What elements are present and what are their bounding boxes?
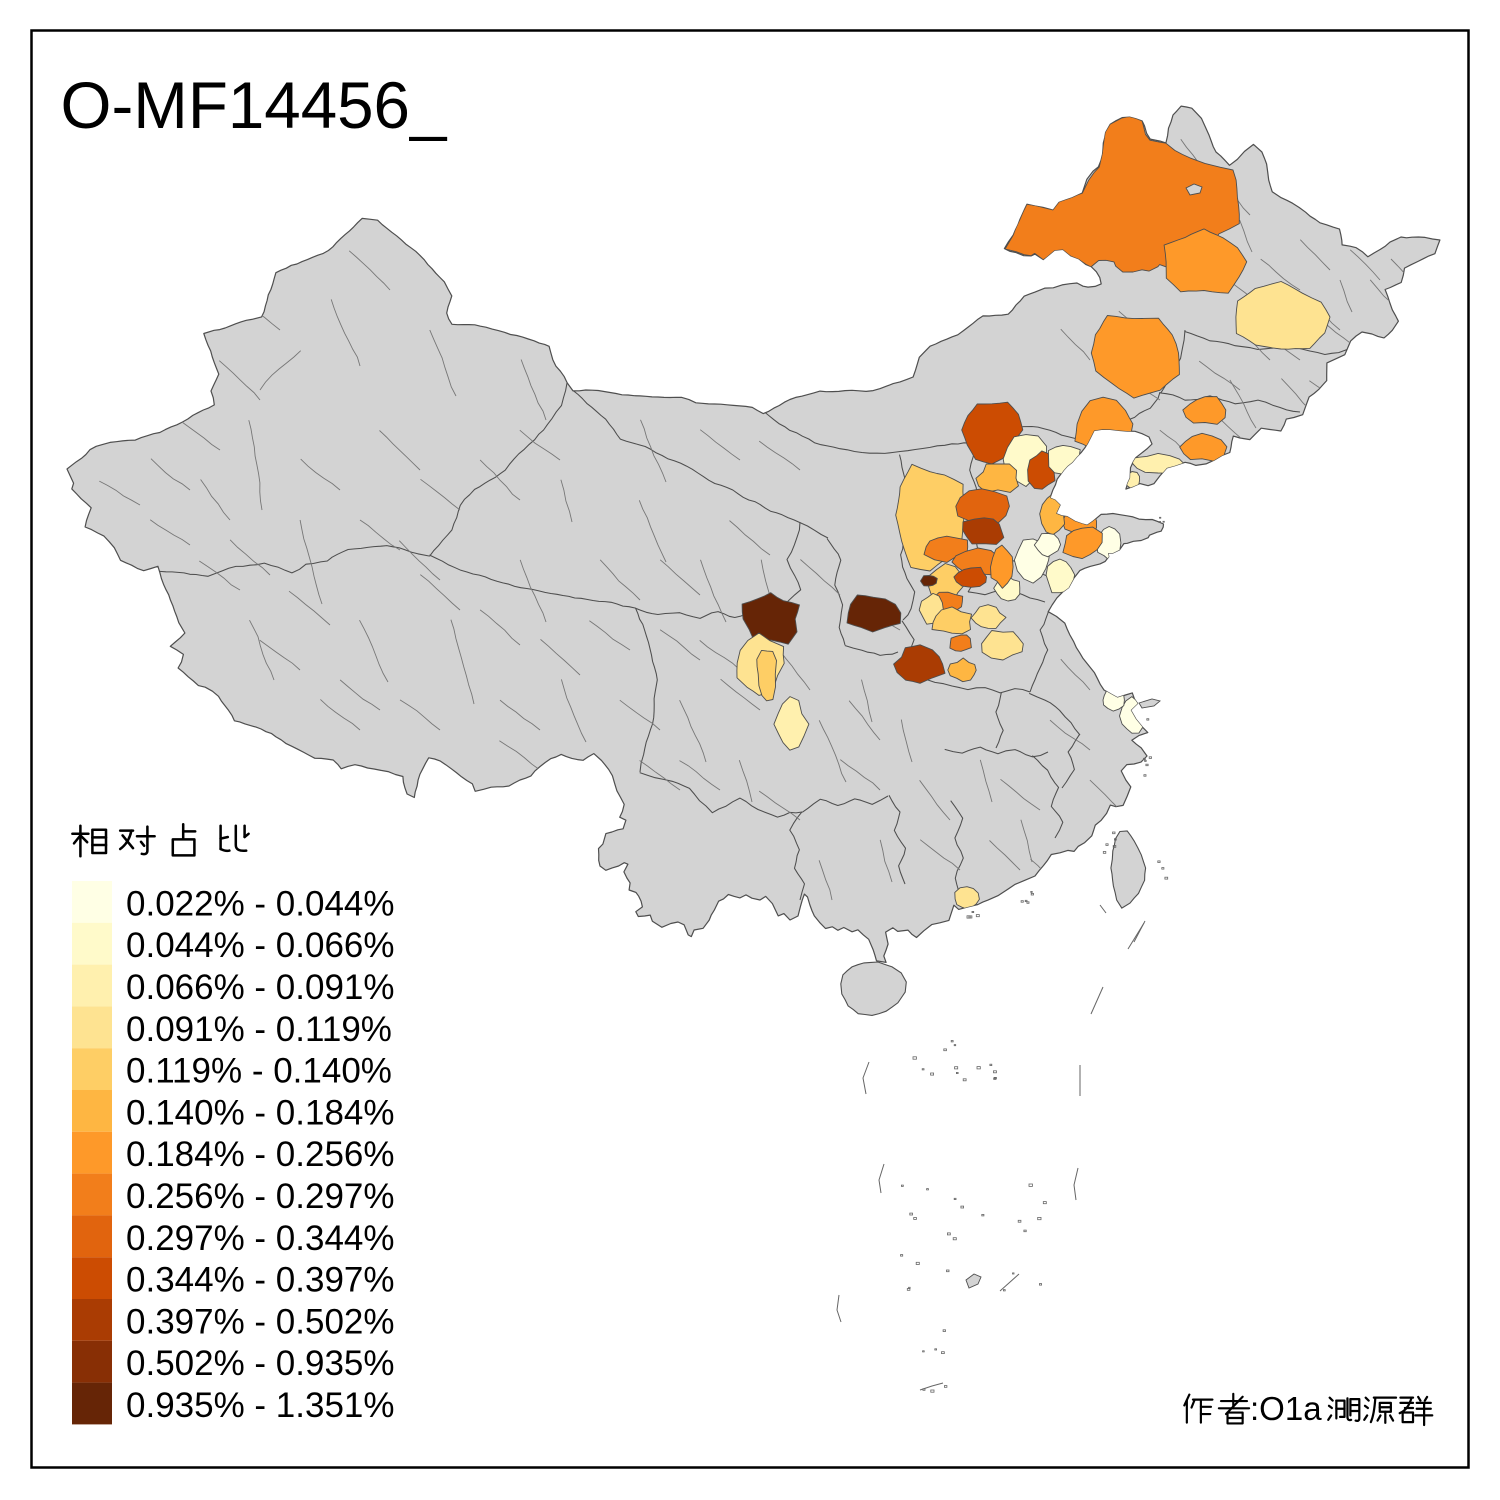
svg-text:0.140% - 0.184%: 0.140% - 0.184% — [126, 1093, 395, 1132]
svg-text:O-MF14456_: O-MF14456_ — [61, 69, 448, 142]
svg-text:0.344% - 0.397%: 0.344% - 0.397% — [126, 1261, 395, 1300]
svg-text:0.935% - 1.351%: 0.935% - 1.351% — [126, 1386, 395, 1425]
svg-text:0.397% - 0.502%: 0.397% - 0.502% — [126, 1302, 395, 1341]
svg-text:0.044% - 0.066%: 0.044% - 0.066% — [126, 926, 395, 965]
svg-text:0.256% - 0.297%: 0.256% - 0.297% — [126, 1177, 395, 1216]
svg-text::O1a: :O1a — [1250, 1390, 1322, 1427]
svg-text:0.091% - 0.119%: 0.091% - 0.119% — [126, 1010, 392, 1049]
svg-text:0.502% - 0.935%: 0.502% - 0.935% — [126, 1344, 395, 1383]
svg-text:0.066% - 0.091%: 0.066% - 0.091% — [126, 968, 395, 1007]
svg-text:0.022% - 0.044%: 0.022% - 0.044% — [126, 884, 395, 923]
svg-text:0.119% - 0.140%: 0.119% - 0.140% — [126, 1052, 392, 1091]
svg-text:0.297% - 0.344%: 0.297% - 0.344% — [126, 1219, 395, 1258]
svg-text:0.184% - 0.256%: 0.184% - 0.256% — [126, 1135, 395, 1174]
